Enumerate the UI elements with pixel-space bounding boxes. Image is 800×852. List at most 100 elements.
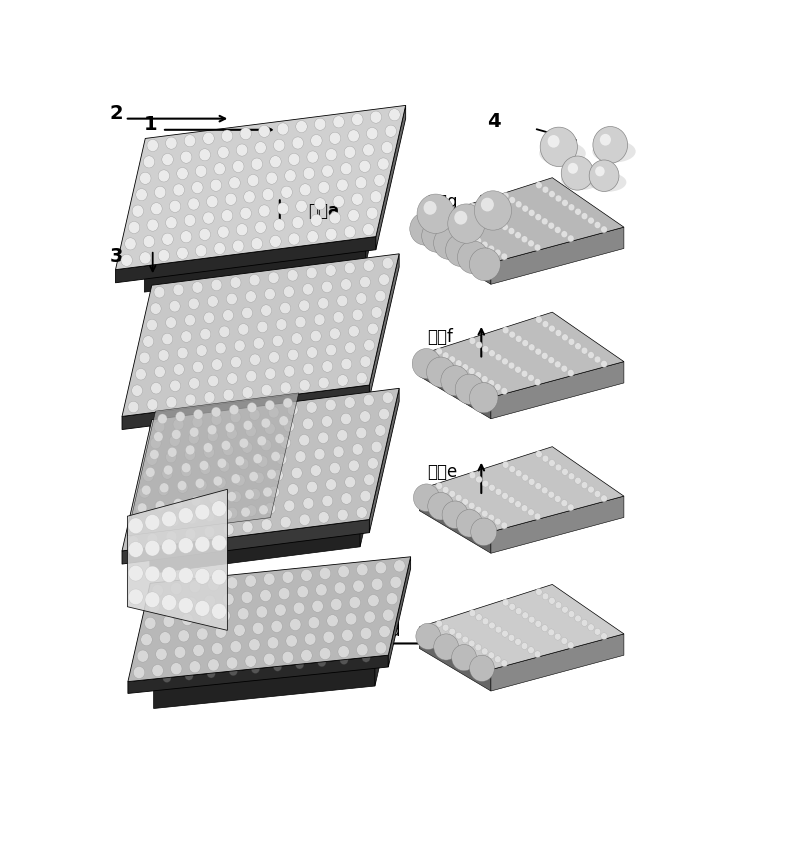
- Circle shape: [233, 481, 241, 488]
- Circle shape: [568, 473, 574, 480]
- Circle shape: [191, 496, 201, 506]
- Circle shape: [163, 615, 174, 627]
- Circle shape: [319, 567, 330, 579]
- Polygon shape: [127, 393, 298, 536]
- Circle shape: [178, 538, 193, 554]
- Circle shape: [211, 359, 222, 371]
- Circle shape: [182, 613, 193, 625]
- Circle shape: [159, 631, 171, 644]
- Circle shape: [488, 514, 494, 521]
- Circle shape: [204, 596, 215, 607]
- Circle shape: [290, 619, 301, 630]
- Circle shape: [212, 501, 226, 516]
- Polygon shape: [360, 320, 377, 412]
- Circle shape: [210, 179, 222, 192]
- Circle shape: [382, 257, 394, 269]
- Circle shape: [318, 432, 329, 444]
- Circle shape: [330, 212, 341, 224]
- Circle shape: [192, 416, 203, 428]
- Circle shape: [316, 584, 327, 596]
- Circle shape: [549, 597, 555, 604]
- Circle shape: [302, 284, 314, 295]
- Circle shape: [286, 386, 294, 394]
- Circle shape: [582, 347, 588, 354]
- Circle shape: [299, 184, 311, 196]
- Circle shape: [258, 125, 270, 137]
- Circle shape: [522, 474, 529, 481]
- Text: 步骤c: 步骤c: [308, 470, 337, 488]
- Circle shape: [229, 667, 238, 676]
- Circle shape: [213, 476, 222, 486]
- Circle shape: [349, 460, 359, 471]
- Circle shape: [534, 651, 541, 658]
- Circle shape: [561, 231, 567, 238]
- Circle shape: [170, 380, 181, 392]
- Circle shape: [147, 399, 158, 411]
- Circle shape: [143, 470, 154, 481]
- Circle shape: [514, 366, 522, 373]
- Circle shape: [165, 206, 174, 216]
- Circle shape: [187, 514, 197, 524]
- Circle shape: [548, 135, 559, 147]
- Circle shape: [515, 469, 522, 477]
- Circle shape: [548, 491, 554, 498]
- Circle shape: [288, 153, 300, 165]
- Circle shape: [208, 659, 219, 671]
- Circle shape: [261, 384, 272, 396]
- Circle shape: [304, 622, 313, 630]
- Circle shape: [458, 241, 489, 273]
- Polygon shape: [144, 245, 366, 292]
- Circle shape: [265, 368, 276, 379]
- Circle shape: [162, 153, 174, 165]
- Circle shape: [170, 515, 181, 526]
- Circle shape: [370, 615, 379, 624]
- Circle shape: [222, 130, 233, 142]
- Circle shape: [441, 366, 470, 395]
- Circle shape: [152, 665, 163, 676]
- Circle shape: [303, 167, 314, 180]
- Circle shape: [344, 226, 355, 238]
- Circle shape: [501, 388, 507, 394]
- Circle shape: [186, 375, 194, 383]
- Circle shape: [178, 597, 193, 613]
- Circle shape: [287, 269, 298, 281]
- Circle shape: [165, 512, 173, 521]
- Circle shape: [246, 425, 256, 437]
- Circle shape: [305, 633, 316, 645]
- Circle shape: [243, 391, 251, 400]
- Circle shape: [522, 504, 528, 512]
- Circle shape: [354, 354, 362, 362]
- Circle shape: [272, 469, 283, 481]
- Circle shape: [154, 421, 165, 433]
- Circle shape: [488, 380, 494, 387]
- Circle shape: [223, 524, 234, 535]
- Circle shape: [469, 368, 475, 375]
- Circle shape: [226, 423, 234, 433]
- Circle shape: [202, 396, 209, 405]
- Circle shape: [495, 626, 502, 633]
- Circle shape: [582, 619, 588, 626]
- Circle shape: [469, 640, 475, 647]
- Circle shape: [226, 293, 238, 305]
- Circle shape: [522, 205, 529, 212]
- Circle shape: [147, 140, 158, 152]
- Ellipse shape: [592, 141, 636, 163]
- Circle shape: [379, 625, 390, 637]
- Circle shape: [303, 498, 314, 509]
- Circle shape: [274, 663, 282, 671]
- Circle shape: [245, 489, 254, 499]
- Polygon shape: [419, 489, 491, 553]
- Circle shape: [534, 513, 541, 520]
- Circle shape: [254, 195, 262, 204]
- Circle shape: [288, 233, 300, 245]
- Polygon shape: [115, 106, 406, 270]
- Circle shape: [174, 364, 184, 375]
- Circle shape: [314, 314, 325, 325]
- Circle shape: [208, 509, 218, 521]
- Circle shape: [319, 648, 330, 659]
- Circle shape: [595, 166, 605, 176]
- Circle shape: [371, 579, 383, 590]
- Polygon shape: [128, 655, 388, 694]
- Circle shape: [200, 463, 210, 475]
- Circle shape: [554, 227, 561, 233]
